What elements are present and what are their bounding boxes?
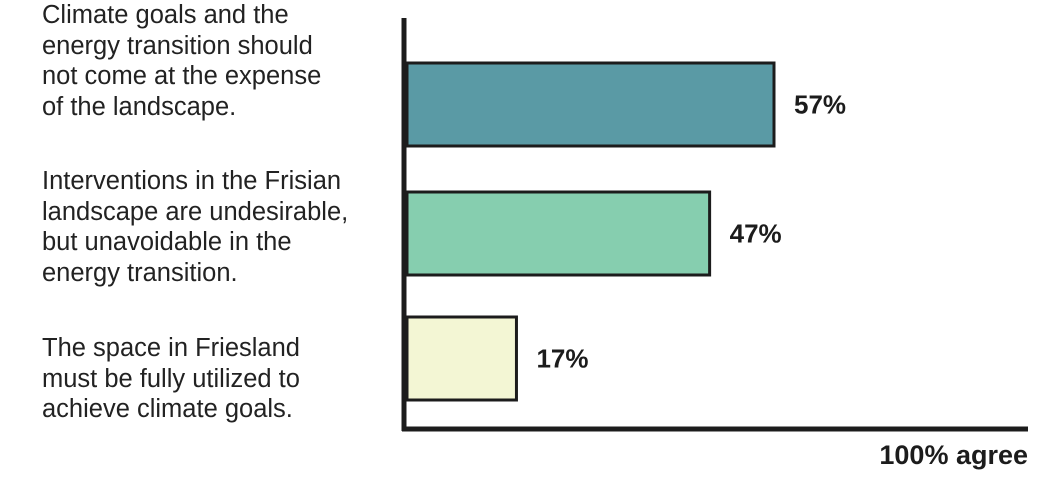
bar bbox=[405, 315, 518, 402]
bar-value-label: 57% bbox=[794, 90, 846, 120]
category-label: Climate goals and the energy transition … bbox=[42, 1, 322, 121]
x-axis-label: 100% agree bbox=[879, 440, 1028, 470]
bar bbox=[405, 190, 712, 277]
bar bbox=[405, 61, 776, 148]
category-label: The space in Friesland must be fully uti… bbox=[42, 334, 300, 423]
category-label: Interventions in the Frisian landscape a… bbox=[42, 167, 349, 287]
bar-value-label: 47% bbox=[730, 219, 782, 249]
bar-value-label: 17% bbox=[536, 344, 588, 374]
